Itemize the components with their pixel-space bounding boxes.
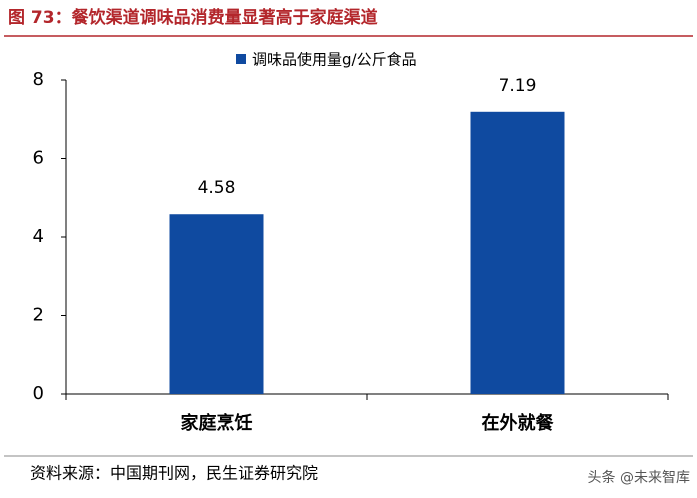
legend-label: 调味品使用量g/公斤食品 (252, 51, 417, 69)
chart-title: 图 73：餐饮渠道调味品消费量显著高于家庭渠道 (8, 7, 378, 28)
y-tick-label: 6 (33, 148, 44, 169)
watermark: 头条 @未来智库 (588, 469, 690, 486)
source-note: 资料来源：中国期刊网，民生证券研究院 (30, 464, 318, 483)
y-tick-label: 0 (33, 383, 44, 404)
y-tick-label: 2 (33, 305, 44, 326)
bar (470, 111, 565, 394)
bar (169, 214, 264, 394)
x-tick-label: 在外就餐 (482, 412, 555, 434)
data-label: 7.19 (499, 76, 537, 96)
legend-swatch (236, 54, 246, 64)
data-label: 4.58 (198, 178, 236, 198)
y-tick-label: 4 (33, 226, 44, 247)
x-tick-label: 家庭烹饪 (181, 412, 253, 434)
y-tick-label: 8 (33, 69, 44, 90)
